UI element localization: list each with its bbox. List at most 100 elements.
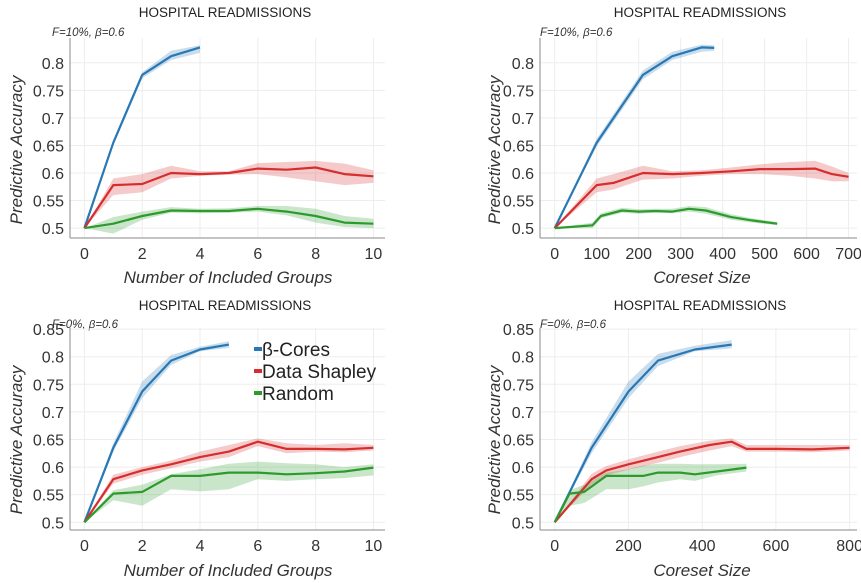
x-tick-label: 0 <box>550 538 559 555</box>
panel-title: HOSPITAL READMISSIONS <box>614 298 787 313</box>
x-axis-label: Coreset Size <box>653 561 750 580</box>
x-tick-label: 8 <box>311 538 320 555</box>
y-tick-label: 0.6 <box>512 460 534 477</box>
y-tick-label: 0.6 <box>512 166 534 183</box>
y-axis-label: Predictive Accuracy <box>485 74 504 224</box>
y-tick-label: 0.65 <box>33 138 64 155</box>
x-tick-label: 10 <box>365 538 383 555</box>
panel-top-right: HOSPITAL READMISSIONS F=10%, β=0.6 0.50.… <box>485 5 861 287</box>
y-axis-label: Predictive Accuracy <box>485 364 504 514</box>
x-tick-label: 200 <box>615 538 642 555</box>
y-tick-label: 0.85 <box>33 322 64 339</box>
y-tick-label: 0.65 <box>503 432 534 449</box>
y-tick-label: 0.55 <box>503 488 534 505</box>
x-tick-label: 0 <box>550 246 559 263</box>
x-tick-label: 400 <box>709 246 736 263</box>
legend-label-random: Random <box>262 384 334 405</box>
series-line-Data Shapley <box>83 440 374 523</box>
x-tick-label: 800 <box>836 538 861 555</box>
series-line-Random <box>554 207 778 230</box>
x-tick-label: 500 <box>751 246 778 263</box>
x-tick-label: 100 <box>583 246 610 263</box>
y-tick-label: 0.6 <box>42 166 64 183</box>
y-tick-label: 0.7 <box>512 405 534 422</box>
plot-area: 0.5 0.55 0.6 0.65 0.7 0.75 0.8 0 2 4 6 8 10 <box>33 38 385 263</box>
y-tick-label: 0.75 <box>503 83 534 100</box>
x-tick-label: 10 <box>365 246 383 263</box>
panel-annotation: F=0%, β=0.6 <box>540 319 607 331</box>
panel-title: HOSPITAL READMISSIONS <box>614 5 787 20</box>
x-tick-label: 6 <box>253 538 262 555</box>
plot-area: 0.5 0.55 0.6 0.65 0.7 0.75 0.8 0.85 0 2 4 6 8 10 <box>33 322 385 555</box>
y-tick-label: 0.8 <box>42 350 64 367</box>
y-tick-label: 0.55 <box>33 194 64 211</box>
series-line-β-Cores <box>553 343 732 523</box>
panel-bottom-left: HOSPITAL READMISSIONS F=0%, β=0.6 0.50.5… <box>7 298 385 580</box>
series-line-Data Shapley <box>83 166 374 229</box>
panel-annotation: F=10%, β=0.6 <box>540 27 613 39</box>
y-tick-label: 0.65 <box>33 432 64 449</box>
x-tick-label: 6 <box>253 246 262 263</box>
x-tick-label: 8 <box>311 246 320 263</box>
panel-annotation: F=0%, β=0.6 <box>52 319 119 331</box>
y-tick-label: 0.65 <box>503 138 534 155</box>
x-tick-label: 400 <box>689 538 716 555</box>
y-tick-label: 0.5 <box>512 221 534 238</box>
series-line-β-Cores <box>83 343 230 523</box>
y-tick-label: 0.7 <box>42 405 64 422</box>
plot-area: 0.5 0.55 0.6 0.65 0.7 0.75 0.8 0 100 200 300 400 500… <box>503 38 861 263</box>
legend-label-data-shapley: Data Shapley <box>262 362 377 383</box>
series-line-Random <box>83 466 374 524</box>
y-tick-label: 0.7 <box>42 111 64 128</box>
y-tick-label: 0.55 <box>33 488 64 505</box>
series-band-Data Shapley <box>554 438 850 523</box>
y-tick-label: 0.75 <box>33 377 64 394</box>
legend-label-beta-cores: β-Cores <box>262 340 330 361</box>
x-axis-label: Number of Included Groups <box>124 268 333 287</box>
series-line-β-Cores <box>83 46 201 229</box>
x-tick-label: 2 <box>138 538 147 555</box>
x-tick-label: 200 <box>625 246 652 263</box>
x-tick-label: 300 <box>667 246 694 263</box>
x-tick-label: 4 <box>196 538 205 555</box>
y-tick-label: 0.5 <box>42 221 64 238</box>
x-tick-label: 0 <box>80 538 89 555</box>
x-axis-label: Number of Included Groups <box>124 561 333 580</box>
y-tick-label: 0.5 <box>512 515 534 532</box>
panel-top-left: HOSPITAL READMISSIONS F=10%, β=0.6 0.50.… <box>7 5 385 287</box>
y-tick-label: 0.75 <box>33 83 64 100</box>
x-tick-label: 600 <box>793 246 820 263</box>
y-tick-label: 0.8 <box>512 56 534 73</box>
series-line-Random <box>553 466 747 523</box>
y-tick-label: 0.5 <box>42 515 64 532</box>
series-line-Random <box>84 207 374 230</box>
series-band-Random <box>84 461 374 523</box>
panel-title: HOSPITAL READMISSIONS <box>139 5 312 20</box>
y-tick-label: 0.8 <box>512 350 534 367</box>
y-axis-label: Predictive Accuracy <box>7 364 26 514</box>
plot-area: 0.5 0.55 0.6 0.65 0.7 0.75 0.8 0.85 0 200 400 600 80… <box>503 322 861 555</box>
panel-bottom-right: HOSPITAL READMISSIONS F=0%, β=0.6 0.50.5… <box>485 298 861 580</box>
series-line-Data Shapley <box>553 167 849 229</box>
series-band-Random <box>554 206 778 229</box>
y-tick-label: 0.7 <box>512 111 534 128</box>
y-tick-label: 0.55 <box>503 194 534 211</box>
x-tick-label: 600 <box>763 538 790 555</box>
series-line-β-Cores <box>553 46 715 229</box>
series-band-Data Shapley <box>84 438 374 523</box>
y-tick-label: 0.85 <box>503 322 534 339</box>
y-tick-label: 0.8 <box>42 56 64 73</box>
x-tick-label: 700 <box>835 246 861 263</box>
x-tick-label: 0 <box>80 246 89 263</box>
y-tick-label: 0.75 <box>503 377 534 394</box>
x-tick-label: 4 <box>196 246 205 263</box>
legend: β-Cores Data Shapley Random <box>254 340 377 405</box>
panel-title: HOSPITAL READMISSIONS <box>139 298 312 313</box>
x-axis-label: Coreset Size <box>653 268 750 287</box>
y-axis-label: Predictive Accuracy <box>7 74 26 224</box>
panel-annotation: F=10%, β=0.6 <box>52 27 125 39</box>
y-tick-label: 0.6 <box>42 460 64 477</box>
series-line-Data Shapley <box>553 440 850 524</box>
x-tick-label: 2 <box>138 246 147 263</box>
